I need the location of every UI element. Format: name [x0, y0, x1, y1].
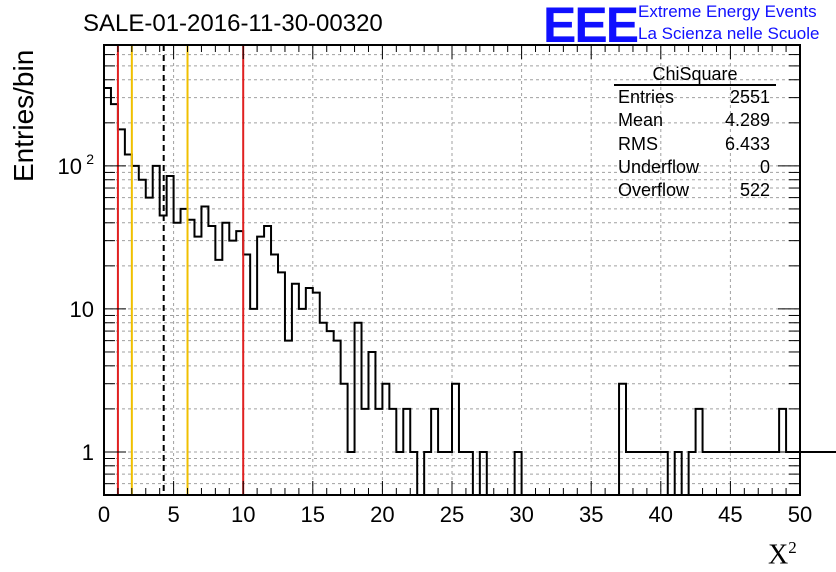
stats-row: RMS 6.433	[608, 133, 780, 156]
logo-line-2: La Scienza nelle Scuole	[638, 24, 820, 43]
stats-label: Entries	[618, 87, 675, 107]
reference-lines	[116, 45, 245, 495]
histogram-bin	[368, 352, 375, 495]
x-axis-label-exponent: 2	[788, 538, 797, 557]
histogram-bin	[382, 384, 389, 495]
stats-label: Underflow	[618, 156, 700, 177]
stats-value: 6.433	[724, 133, 770, 154]
x-tick-label: 15	[301, 502, 325, 527]
histogram-bin	[807, 452, 814, 495]
histogram-bin	[327, 331, 334, 495]
histogram-bin	[800, 452, 807, 495]
histogram-bin	[229, 241, 236, 495]
x-tick-label: 25	[440, 502, 464, 527]
stats-row: Underflow 0	[608, 156, 780, 179]
y-axis-label: Entries/bin	[8, 49, 39, 182]
histogram-bin	[341, 384, 348, 495]
stats-label: RMS	[618, 133, 658, 154]
histogram-bin	[188, 220, 195, 495]
stats-value: 2551	[729, 87, 770, 107]
stats-row: Entries 2551	[608, 86, 780, 109]
stats-title: ChiSquare	[614, 64, 776, 86]
x-axis-label: X2	[768, 538, 797, 571]
y-tick-label-exponent: 2	[86, 151, 94, 167]
stats-row: Overflow 522	[608, 179, 780, 202]
histogram-bin	[153, 166, 160, 495]
stats-row: Mean 4.289	[608, 109, 780, 132]
logo-line-1: Extreme Energy Events	[638, 2, 817, 21]
stats-value: 4.289	[724, 110, 770, 131]
x-tick-label: 0	[98, 502, 110, 527]
stats-value: 0	[759, 156, 770, 177]
histogram-bin	[111, 104, 118, 495]
histogram-bin	[167, 176, 174, 495]
x-tick-label: 35	[579, 502, 603, 527]
histogram-bin	[285, 341, 292, 495]
x-tick-label: 20	[370, 502, 394, 527]
stats-box: ChiSquare Entries 2551 Mean 4.289 RMS 6.433…	[608, 64, 780, 202]
histogram-bin	[299, 309, 306, 495]
histogram-bin	[828, 452, 835, 495]
histogram-bin	[139, 180, 146, 495]
y-tick-label: 10	[70, 297, 94, 322]
histogram-bin	[236, 231, 243, 495]
x-tick-label: 10	[231, 502, 255, 527]
histogram-bin	[814, 452, 821, 495]
histogram-bin	[104, 88, 111, 495]
x-axis-label-base: X	[768, 539, 789, 571]
stats-label: Mean	[618, 110, 664, 131]
x-tick-label: 45	[718, 502, 742, 527]
histogram-bin	[118, 129, 125, 495]
histogram-bin	[222, 223, 229, 495]
histogram-bin	[174, 223, 181, 495]
x-tick-label: 40	[649, 502, 673, 527]
histogram-bin	[250, 309, 257, 495]
plot-frame	[103, 44, 801, 496]
x-tick-label: 30	[509, 502, 533, 527]
y-tick-label: 1	[82, 440, 94, 465]
histogram-bin	[146, 198, 153, 495]
stats-label: Overflow	[618, 180, 690, 201]
histogram-bin	[821, 452, 828, 495]
histogram-bin	[334, 341, 341, 495]
eee-logo: EEE	[543, 0, 639, 53]
x-tick-label: 50	[788, 502, 812, 527]
histogram-bin	[306, 288, 313, 495]
histogram-bin	[125, 155, 132, 495]
y-tick-label: 10	[58, 154, 82, 179]
histogram-bin	[132, 166, 139, 495]
histogram-bin	[619, 384, 626, 495]
histogram-bin	[452, 384, 459, 495]
stats-value: 522	[739, 180, 770, 201]
x-tick-label: 5	[167, 502, 179, 527]
chart-title: SALE-01-2016-11-30-00320	[83, 10, 383, 37]
histogram-bin	[215, 260, 222, 495]
